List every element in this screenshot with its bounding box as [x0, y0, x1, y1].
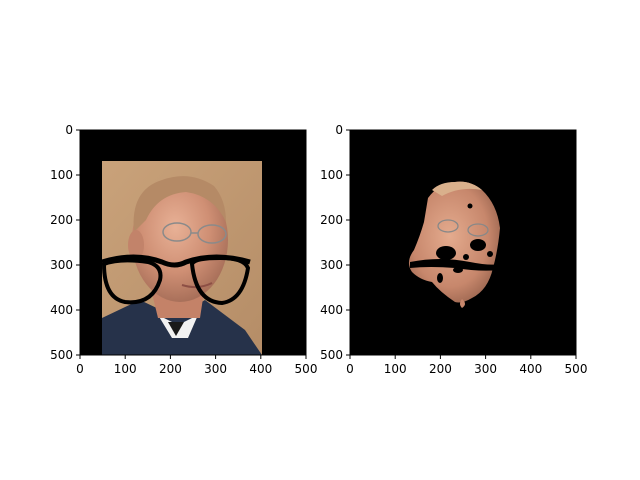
left-y-tick-label: 300	[50, 258, 73, 272]
left-x-tick-label: 500	[295, 362, 318, 376]
right-x-tick-label: 100	[384, 362, 407, 376]
left-x-tick-label: 300	[204, 362, 227, 376]
drawn-eyeglasses	[101, 254, 251, 306]
right-y-tick-label: 500	[320, 348, 343, 362]
left-y-tick-label: 400	[50, 303, 73, 317]
left-axes-frame	[79, 129, 307, 356]
right-x-tick-label: 500	[565, 362, 588, 376]
right-y-tick-label: 200	[320, 213, 343, 227]
right-x-tick-label: 400	[519, 362, 542, 376]
left-x-tick-label: 0	[76, 362, 84, 376]
right-x-tick-label: 0	[346, 362, 354, 376]
left-y-tick-label: 500	[50, 348, 73, 362]
right-x-tick-label: 300	[474, 362, 497, 376]
right-y-tick-label: 100	[320, 168, 343, 182]
right-y-tick-label: 0	[335, 123, 343, 137]
right-axes-frame	[349, 129, 577, 356]
left-x-tick-label: 400	[249, 362, 272, 376]
left-x-tick-label: 200	[159, 362, 182, 376]
left-y-tick-label: 0	[65, 123, 73, 137]
right-y-tick-label: 400	[320, 303, 343, 317]
right-y-tick-label: 300	[320, 258, 343, 272]
face-mask-region	[408, 181, 500, 308]
right-x-tick-label: 200	[429, 362, 452, 376]
left-y-tick-label: 100	[50, 168, 73, 182]
left-x-tick-label: 100	[114, 362, 137, 376]
left-y-tick-label: 200	[50, 213, 73, 227]
